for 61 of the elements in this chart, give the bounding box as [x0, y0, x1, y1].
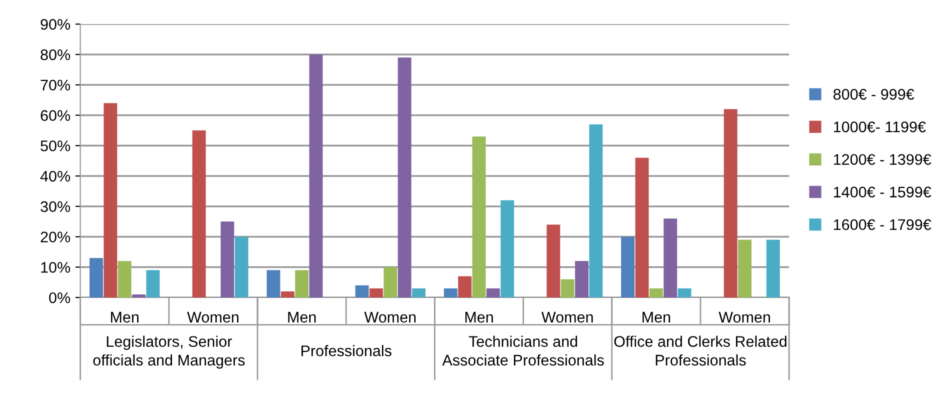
bar [398, 58, 412, 298]
x-tick-label: Men [288, 312, 316, 323]
bar [472, 136, 486, 298]
bar [738, 240, 752, 298]
legend-label: 1200€ - 1399€ [834, 154, 932, 165]
bar [635, 158, 649, 298]
bar [295, 270, 309, 298]
bar [664, 218, 678, 298]
bar [309, 54, 323, 298]
bar [546, 224, 560, 298]
bar [621, 236, 635, 298]
bar [90, 258, 104, 298]
y-tick-label: 20% [40, 232, 70, 242]
text: Office and Clerks Related Professionals [614, 336, 786, 366]
bar [384, 267, 398, 298]
bar [500, 200, 514, 298]
bar [649, 288, 663, 298]
x-tick-label: Women [364, 312, 416, 323]
y-tick-label: 0% [49, 292, 70, 304]
y-tick-label: 40% [40, 170, 70, 182]
y-tick-label: 30% [40, 201, 70, 212]
y-tick-label: 60% [40, 110, 70, 121]
bar [234, 236, 248, 298]
bar [266, 270, 280, 298]
bar [678, 288, 692, 298]
x-tick-label: Women [187, 312, 238, 323]
y-tick-label: 10% [41, 262, 70, 273]
x-tick-label: Women [718, 312, 770, 323]
bar [724, 109, 738, 298]
bar [486, 288, 500, 298]
bar [369, 288, 383, 298]
bar [146, 270, 160, 298]
x-tick-label: Women [541, 312, 593, 323]
x-tick-label: Men [642, 312, 670, 323]
legend-label: 1400€ - 1599€ [834, 186, 932, 198]
legend-label: 1000€- 1199€ [834, 122, 926, 132]
bar [192, 130, 206, 298]
bar [132, 294, 146, 298]
bar [355, 285, 369, 298]
bar [589, 124, 603, 298]
y-tick-label: 90% [40, 18, 70, 30]
x-tick-label: Men [111, 312, 138, 323]
legend-label: 1600€ - 1799€ [834, 219, 932, 230]
bar [220, 222, 234, 298]
bar [118, 261, 132, 298]
y-tick-label: 80% [40, 49, 70, 60]
bar [560, 279, 574, 298]
bar [280, 291, 294, 298]
bar [766, 240, 780, 298]
bar [444, 288, 458, 298]
bar [412, 288, 426, 298]
y-tick-label: 50% [40, 140, 70, 152]
y-tick-label: 70% [40, 80, 70, 91]
text: Professionals [302, 345, 392, 356]
bar [458, 276, 472, 298]
text: Technicians and Associate Professionals [442, 336, 604, 366]
legend-label: 800€ - 999€ [833, 88, 914, 100]
bar [104, 103, 118, 298]
x-tick-label: Men [465, 312, 493, 323]
bar [575, 261, 588, 298]
text: Legislators, Senior officials and Managers [93, 336, 245, 369]
